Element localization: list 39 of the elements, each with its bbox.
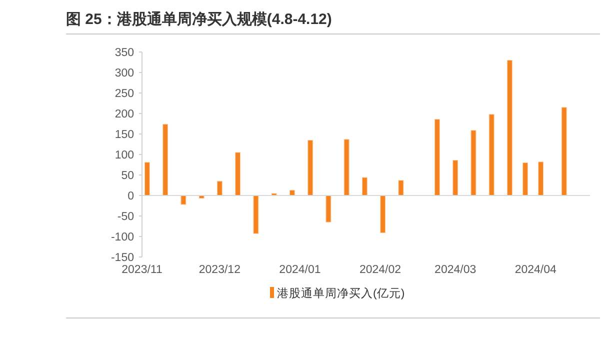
y-tick-label: 300: [114, 68, 134, 80]
y-tick-label: 100: [114, 150, 134, 162]
y-tick-label: 250: [114, 88, 134, 100]
y-tick-label: -150: [110, 252, 134, 264]
x-tick-label: 2024/02: [359, 264, 402, 276]
y-tick-label: 50: [121, 170, 134, 182]
x-tick-label: 2024/04: [514, 264, 558, 276]
y-tick-label: 350: [114, 47, 134, 59]
bar: [326, 195, 332, 222]
bar: [452, 160, 458, 196]
bar: [398, 180, 404, 196]
y-tick-label: 0: [128, 190, 134, 202]
x-tick-label: 2023/11: [122, 264, 162, 276]
bar: [470, 130, 476, 196]
bar: [362, 177, 368, 196]
y-tick-label: -100: [110, 232, 134, 244]
y-tick-label: 200: [114, 108, 134, 120]
y-tick-label: 150: [114, 129, 134, 141]
bar: [522, 162, 528, 196]
x-tick-label: 2024/03: [434, 264, 476, 276]
bar: [144, 162, 150, 196]
bar: [308, 140, 314, 196]
bar: [488, 114, 494, 196]
bar: [344, 139, 350, 196]
title: 图 25：港股通单周净买入规模(4.8-4.12): [66, 11, 332, 28]
bar: [506, 60, 513, 196]
bar: [235, 152, 241, 196]
bar: [216, 180, 222, 196]
legend-item: 港股通单周净买入(亿元): [270, 287, 405, 300]
x-tick-label: 2024/01: [279, 264, 321, 276]
bar: [253, 195, 259, 234]
bar: [434, 118, 440, 196]
bar: [538, 162, 544, 196]
x-tick-label: 2023/12: [198, 264, 240, 276]
bar: [380, 195, 386, 234]
bar: [561, 107, 567, 196]
y-tick-label: -50: [117, 211, 134, 223]
bar: [162, 124, 168, 196]
bar: [180, 195, 186, 205]
